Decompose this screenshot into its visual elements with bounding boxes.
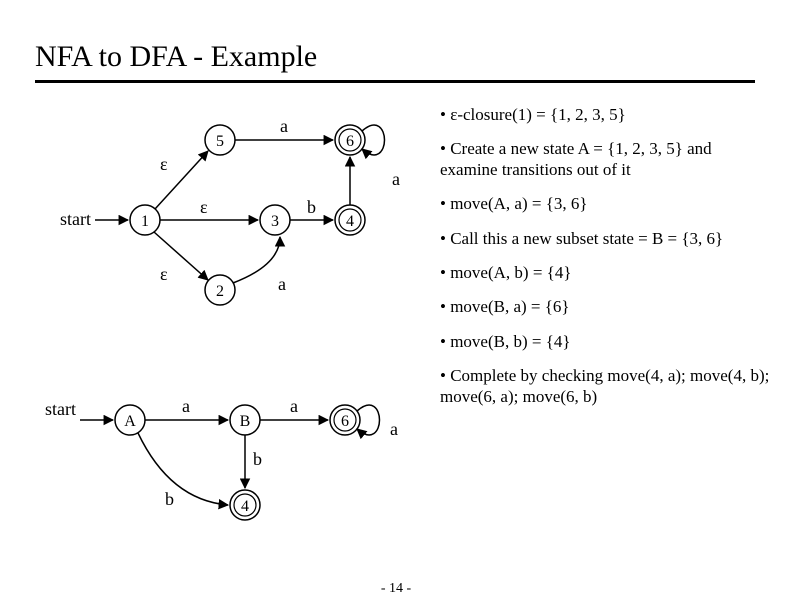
title-underline	[35, 80, 755, 83]
dfa-edge-A-B-label: a	[182, 396, 190, 416]
page-number: - 14 -	[0, 581, 792, 597]
dfa-edge-6-6-label: a	[390, 419, 398, 439]
dfa-node-A-label: A	[124, 413, 136, 430]
dfa-node-6-label: 6	[341, 413, 349, 430]
page-title: NFA to DFA - Example	[35, 40, 317, 74]
dfa-edge-B-6-label: a	[290, 396, 298, 416]
bullet-2: • Create a new state A = {1, 2, 3, 5} an…	[440, 139, 770, 180]
nfa-edge-3-4-label: b	[307, 197, 316, 217]
bullet-list: • ε-closure(1) = {1, 2, 3, 5} • Create a…	[440, 105, 770, 421]
bullet-1: • ε-closure(1) = {1, 2, 3, 5}	[440, 105, 770, 125]
dfa-edge-B-4-label: b	[253, 449, 262, 469]
nfa-node-6-label: 6	[346, 133, 354, 150]
bullet-4: • Call this a new subset state = B = {3,…	[440, 229, 770, 249]
dfa-edge-A-4	[138, 433, 228, 505]
nfa-node-3-label: 3	[271, 213, 279, 230]
dfa-start-label: start	[45, 399, 76, 419]
nfa-start-label: start	[60, 209, 91, 229]
nfa-edge-2-3	[233, 237, 280, 283]
dfa-node-B-label: B	[240, 413, 251, 430]
nfa-node-2-label: 2	[216, 283, 224, 300]
nfa-node-5-label: 5	[216, 133, 224, 150]
nfa-edge-2-3-label: a	[278, 274, 286, 294]
nfa-edge-1-3-label: ε	[200, 197, 208, 217]
nfa-edge-4-6-label: a	[392, 169, 400, 189]
bullet-7: • move(B, b) = {4}	[440, 332, 770, 352]
nfa-edge-1-2-label: ε	[160, 264, 168, 284]
nfa-edge-1-5-label: ε	[160, 154, 168, 174]
bullet-3: • move(A, a) = {3, 6}	[440, 194, 770, 214]
nfa-node-1-label: 1	[141, 213, 149, 230]
bullet-6: • move(B, a) = {6}	[440, 297, 770, 317]
dfa-edge-A-4-label: b	[165, 489, 174, 509]
bullet-5: • move(A, b) = {4}	[440, 263, 770, 283]
nfa-node-4-label: 4	[346, 213, 354, 230]
dfa-node-4-label: 4	[241, 498, 249, 515]
nfa-edge-5-6-label: a	[280, 116, 288, 136]
bullet-8: • Complete by checking move(4, a); move(…	[440, 366, 770, 407]
